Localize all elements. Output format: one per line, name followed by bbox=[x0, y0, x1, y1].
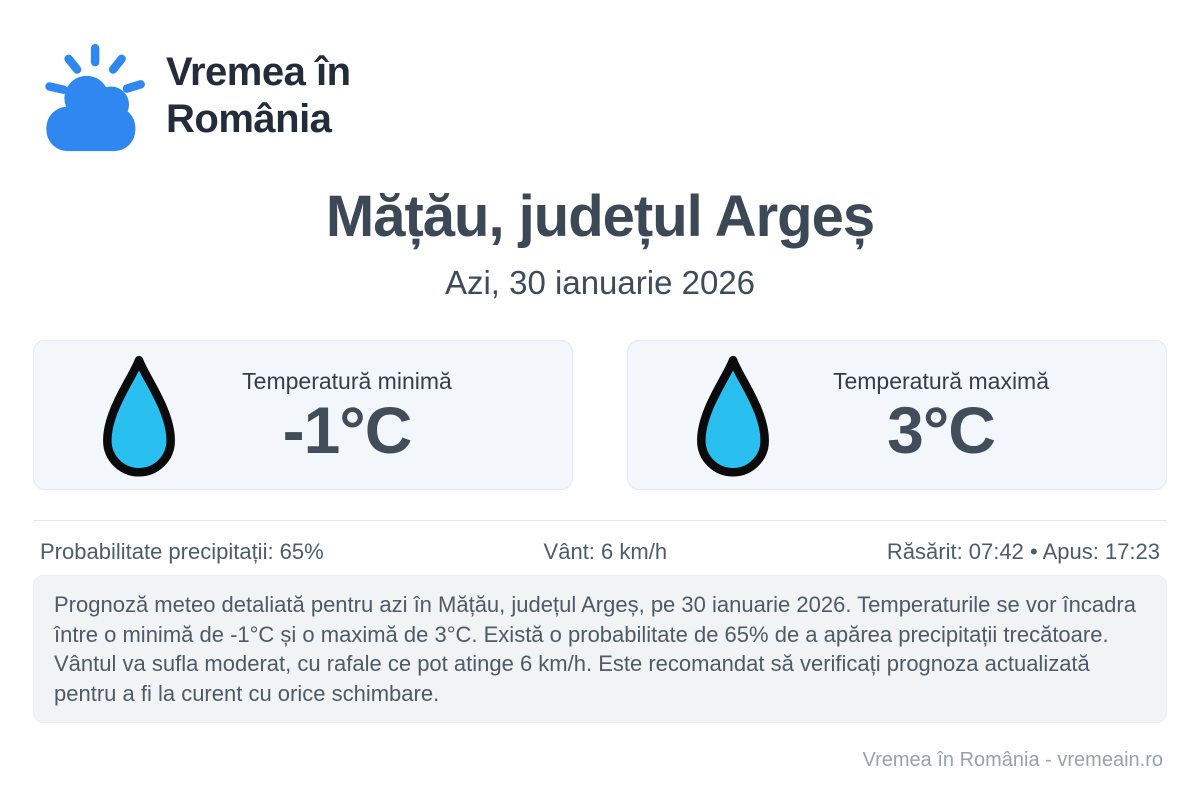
sunrise-sunset-stat: Răsărit: 07:42 • Apus: 17:23 bbox=[886, 539, 1160, 564]
water-drop-icon bbox=[697, 355, 769, 477]
footer-credit: Vremea în România - vremeain.ro bbox=[862, 749, 1164, 771]
temperature-cards: Temperatură minimă -1°C Temperatură maxi… bbox=[33, 340, 1167, 490]
max-temperature-value: 3°C bbox=[887, 392, 996, 467]
min-temperature-body: Temperatură minimă -1°C bbox=[178, 368, 516, 463]
brand: Vremea în România bbox=[40, 40, 351, 152]
stats-row: Probabilitate precipitații: 65% Vânt: 6 … bbox=[33, 520, 1167, 565]
wind-stat: Vânt: 6 km/h bbox=[543, 539, 668, 564]
precipitation-stat: Probabilitate precipitații: 65% bbox=[40, 539, 324, 564]
sun-cloud-logo-icon bbox=[45, 44, 145, 152]
brand-name-line1: Vremea în bbox=[166, 49, 351, 94]
min-temperature-card: Temperatură minimă -1°C bbox=[33, 340, 573, 490]
max-temperature-label: Temperatură maximă bbox=[832, 367, 1050, 394]
water-drop-icon bbox=[103, 355, 175, 477]
max-temperature-body: Temperatură maximă 3°C bbox=[772, 368, 1110, 463]
min-temperature-label: Temperatură minimă bbox=[242, 367, 452, 394]
brand-name-line2: România bbox=[166, 97, 332, 141]
forecast-summary-text: Prognoză meteo detaliată pentru azi în M… bbox=[54, 592, 1136, 706]
page-subtitle: Azi, 30 ianuarie 2026 bbox=[444, 264, 756, 301]
brand-name: Vremea în România bbox=[166, 49, 351, 143]
min-temperature-value: -1°C bbox=[282, 392, 413, 467]
max-temperature-card: Temperatură maximă 3°C bbox=[627, 340, 1167, 490]
page-title: Mățău, județul Argeș bbox=[325, 184, 875, 249]
forecast-summary-box: Prognoză meteo detaliată pentru azi în M… bbox=[33, 575, 1167, 723]
